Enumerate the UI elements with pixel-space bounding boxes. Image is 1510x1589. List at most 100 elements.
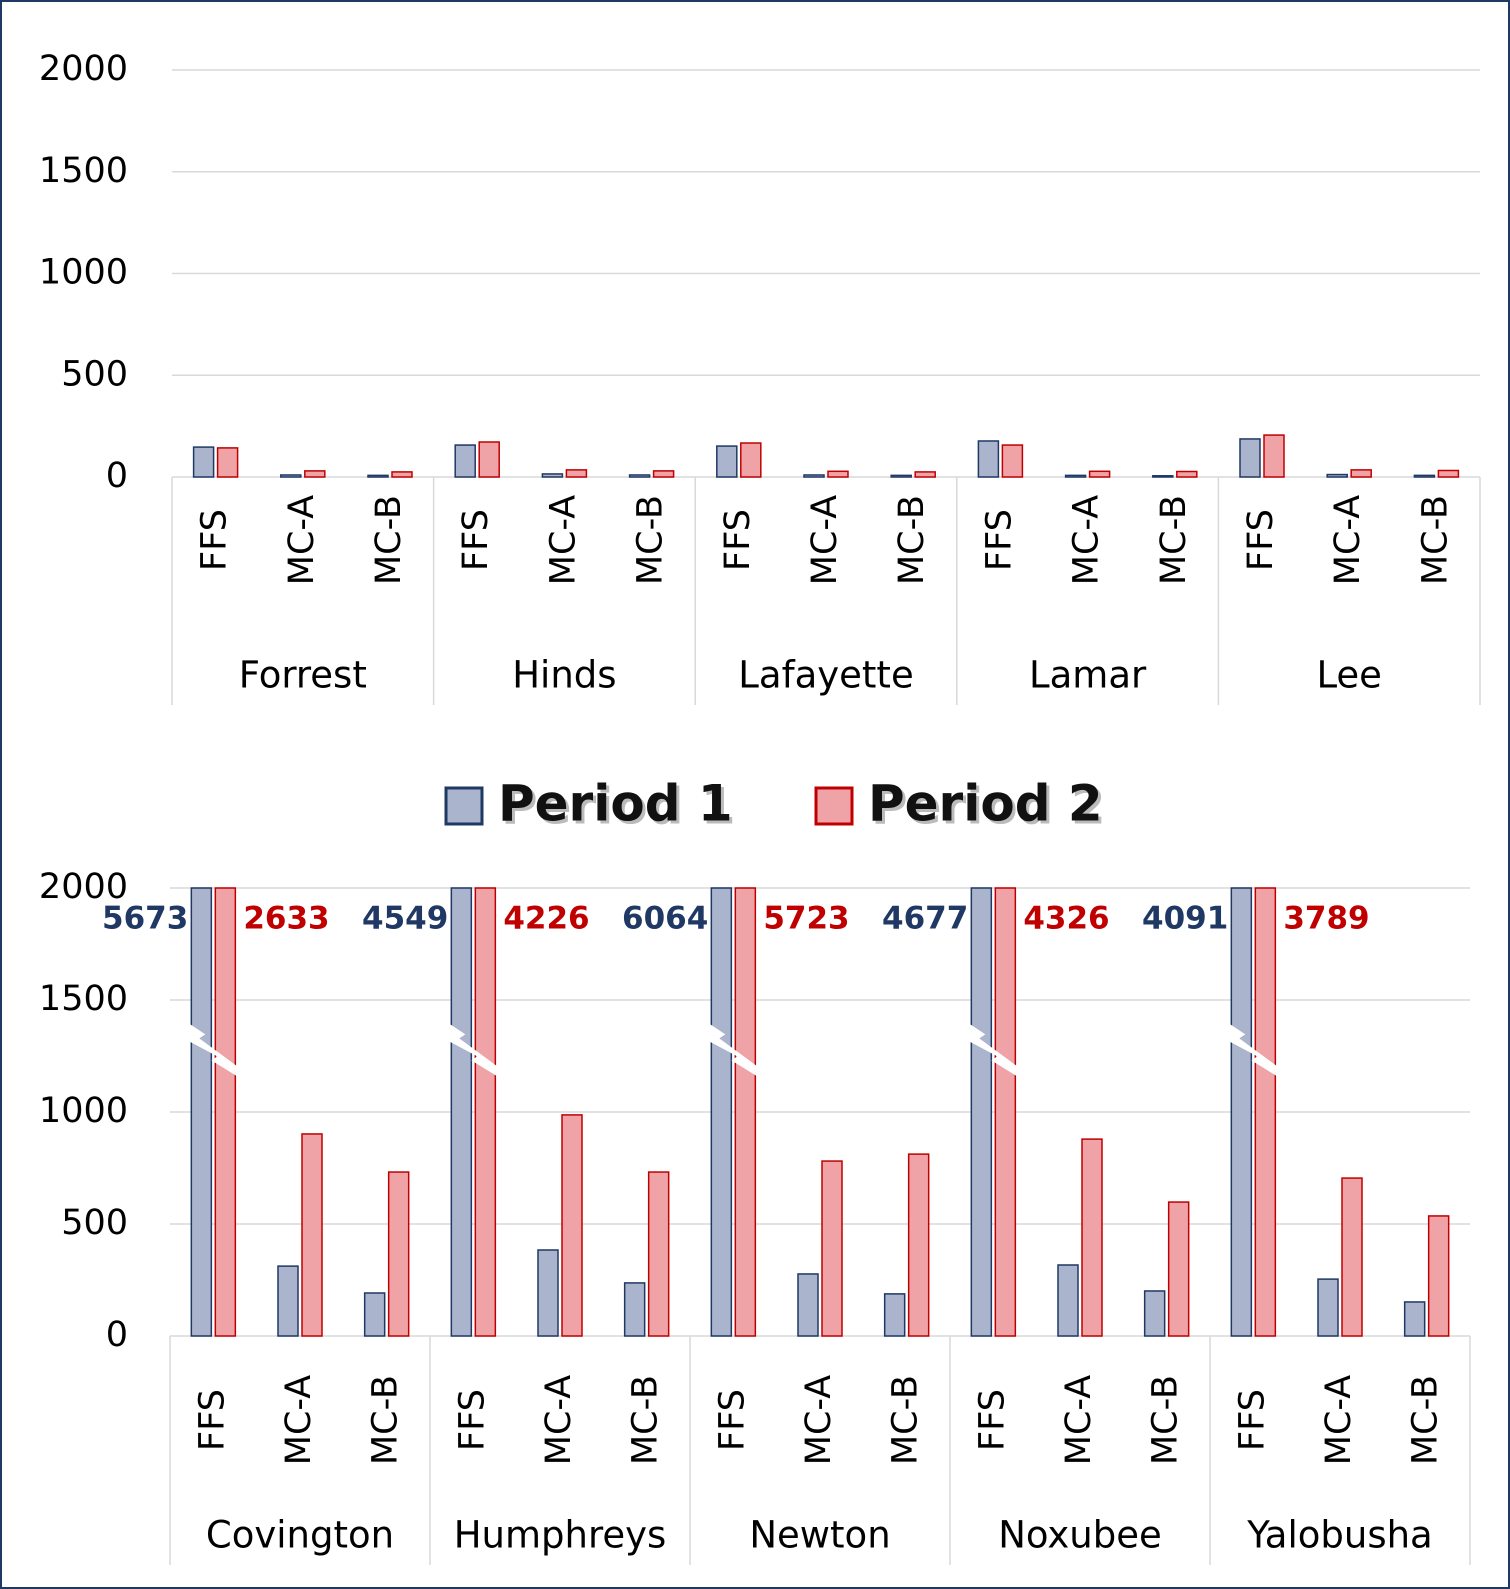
x-tick-label: MC-A [799, 1375, 839, 1465]
bar [192, 446, 215, 478]
legend-shadow: Period 1 [501, 778, 736, 836]
x-tick-label: FFS [456, 509, 496, 571]
data-label: 5673 [102, 901, 188, 937]
y-tick-label: 2000 [39, 49, 128, 89]
group-label: Hinds [512, 654, 616, 697]
x-tick-label: MC-A [543, 495, 583, 585]
x-tick-label: MC-B [626, 1375, 666, 1465]
bar [970, 887, 993, 1337]
data-label: 6064 [622, 901, 708, 937]
y-tick-label: 1500 [39, 979, 128, 1019]
axis-break [967, 1022, 1018, 1077]
x-tick-label: MC-B [366, 1375, 406, 1465]
axis-break [1227, 1022, 1278, 1077]
bar [1001, 444, 1024, 478]
bar [907, 1153, 930, 1337]
bar [994, 887, 1017, 1337]
bar [1230, 887, 1253, 1337]
bar [391, 471, 413, 478]
bar [1143, 1290, 1166, 1337]
y-tick-label: 0 [106, 456, 128, 496]
bar [1326, 473, 1348, 478]
bar [277, 1265, 299, 1337]
group-label: Noxubee [998, 1514, 1162, 1557]
y-tick-label: 0 [106, 1315, 128, 1355]
bar [623, 1282, 646, 1337]
data-label: 4677 [882, 901, 968, 937]
bar [387, 1171, 410, 1337]
group-label: Lee [1316, 654, 1382, 697]
bar [1263, 434, 1285, 478]
y-tick-label: 1000 [39, 253, 128, 293]
x-tick-label: FFS [718, 509, 758, 571]
x-tick-label: MC-B [886, 1375, 926, 1465]
bar [190, 887, 213, 1337]
x-tick-label: MC-B [1146, 1375, 1186, 1465]
axis-break [447, 1022, 498, 1077]
x-tick-label: MC-A [282, 495, 322, 585]
x-tick-label: FFS [452, 1389, 492, 1451]
x-tick-label: MC-B [631, 495, 671, 585]
x-tick-label: MC-B [892, 495, 932, 585]
x-tick-label: MC-A [1319, 1375, 1359, 1465]
bar [710, 887, 733, 1337]
bar [883, 1293, 906, 1337]
bar [1427, 1215, 1450, 1337]
bar [450, 887, 473, 1337]
group-label: Yalobusha [1246, 1514, 1432, 1557]
bar [740, 442, 762, 478]
legend-label: Period 2 [868, 775, 1103, 833]
bar [301, 1133, 323, 1337]
bar [652, 470, 675, 478]
legend-shadow: Period 2 [871, 778, 1106, 836]
bar [474, 887, 497, 1337]
bar [1350, 469, 1372, 478]
bar [1152, 475, 1174, 478]
bar [803, 474, 825, 478]
bar [537, 1249, 559, 1337]
bar [628, 474, 651, 478]
bar [280, 474, 302, 478]
bar [367, 474, 389, 478]
x-tick-label: MC-A [1328, 495, 1368, 585]
x-tick-label: MC-B [1406, 1375, 1446, 1465]
bar [478, 441, 500, 478]
group-label: Lafayette [738, 654, 913, 697]
bar [734, 887, 757, 1337]
group-label: Forrest [239, 654, 367, 697]
bar [1176, 470, 1198, 478]
x-tick-label: MC-A [279, 1375, 319, 1465]
bar [363, 1292, 386, 1337]
group-label: Humphreys [454, 1514, 667, 1557]
bar [454, 444, 476, 478]
y-tick-label: 2000 [39, 867, 128, 907]
bar [914, 471, 936, 478]
y-tick-label: 1500 [39, 151, 128, 191]
bar [1167, 1201, 1190, 1337]
bar [1081, 1138, 1103, 1337]
y-tick-label: 500 [61, 354, 128, 394]
x-tick-label: FFS [192, 1389, 232, 1451]
legend-label: Period 1 [498, 775, 733, 833]
bar [977, 440, 1000, 478]
x-tick-label: FFS [1241, 509, 1281, 571]
bar [1437, 469, 1460, 478]
x-tick-label: MC-A [539, 1375, 579, 1465]
x-tick-label: MC-B [369, 495, 409, 585]
x-tick-label: MC-B [1154, 495, 1194, 585]
bar [1341, 1177, 1363, 1337]
x-tick-label: FFS [1232, 1389, 1272, 1451]
y-tick-label: 1000 [39, 1091, 128, 1131]
x-tick-label: FFS [712, 1389, 752, 1451]
bar [1088, 470, 1111, 478]
bar [565, 469, 588, 478]
bar [647, 1171, 670, 1337]
bar [214, 887, 237, 1337]
bar [541, 473, 564, 478]
x-tick-label: FFS [972, 1389, 1012, 1451]
x-tick-label: MC-A [805, 495, 845, 585]
bar [827, 470, 849, 478]
x-tick-label: MC-B [1415, 495, 1455, 585]
legend-swatch [814, 786, 854, 826]
